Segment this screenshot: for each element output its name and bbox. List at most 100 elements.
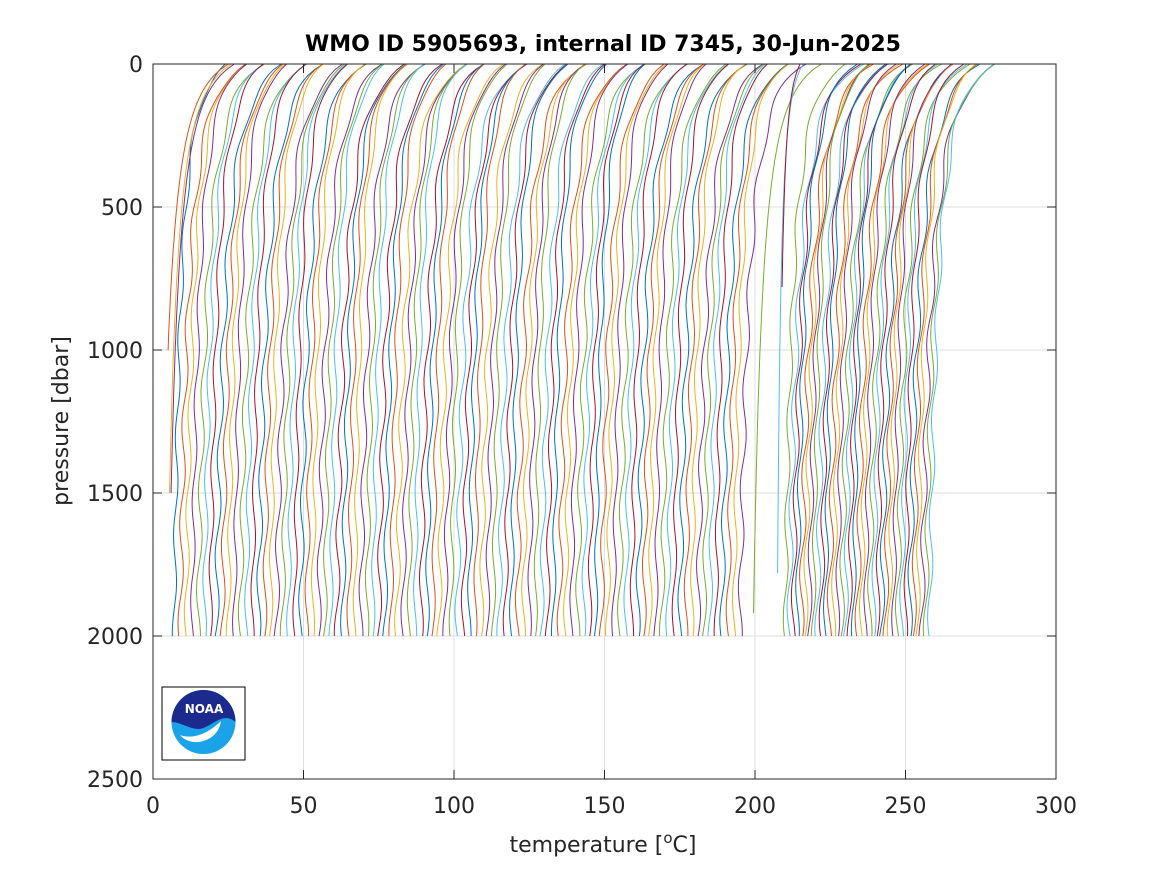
temperature-profile	[496, 63, 566, 636]
partial-temperature-profile	[169, 63, 232, 494]
temperature-profile	[786, 63, 865, 637]
temperature-profile	[237, 63, 307, 637]
temperature-profile	[388, 63, 447, 636]
partial-temperature-profile	[781, 63, 801, 288]
tick-labels: 0 50 100 150 200 250 300 0 500 1000 1500 2000 2500	[87, 53, 1077, 819]
x-axis-label-main: temperature [	[509, 833, 663, 858]
temperature-profile	[894, 63, 971, 637]
temperature-profile	[352, 63, 408, 637]
temperature-profile	[732, 63, 789, 637]
y-tick-label: 500	[101, 196, 143, 221]
temperature-profile	[310, 63, 366, 637]
temperature-profile	[219, 63, 284, 637]
y-tick-label: 1500	[87, 482, 143, 507]
temperature-profile	[843, 63, 912, 637]
partial-temperature-profile	[170, 63, 235, 494]
temperature-profile	[208, 63, 264, 637]
temperature-profile	[803, 63, 872, 637]
temperature-profile	[850, 63, 911, 637]
temperature-profile	[826, 63, 904, 637]
temperature-profile	[394, 63, 467, 637]
temperature-profile	[782, 63, 846, 637]
profile-lines	[167, 63, 996, 637]
temperature-profile	[521, 63, 587, 637]
temperature-profile	[268, 63, 324, 637]
temperature-profile	[604, 63, 667, 637]
temperature-profile	[364, 63, 425, 637]
temperature-profile	[713, 63, 768, 637]
temperature-profile	[867, 63, 942, 637]
temperature-profile	[875, 63, 936, 637]
temperature-profile	[502, 63, 568, 637]
temperature-profile	[690, 63, 746, 637]
temperature-profile	[431, 63, 485, 637]
temperature-profile	[262, 63, 324, 637]
temperature-profile	[927, 63, 995, 637]
temperature-profile	[190, 63, 248, 637]
temperature-profile	[214, 63, 282, 637]
x-tick-label: 0	[146, 794, 160, 819]
partial-temperature-profile	[753, 63, 822, 614]
temperature-profile	[202, 63, 264, 637]
temperature-profile	[702, 63, 765, 637]
x-axis-label-suffix: C]	[673, 833, 697, 858]
partial-temperature-profile	[167, 63, 229, 351]
temperature-profile	[244, 63, 307, 637]
temperature-profile	[822, 63, 886, 637]
temperature-profile	[891, 63, 952, 637]
temperature-profile	[653, 63, 707, 637]
temperature-profile	[807, 63, 870, 637]
temperature-profile	[581, 63, 645, 637]
y-axis-label: pressure [dbar]	[49, 336, 74, 506]
x-tick-label: 250	[885, 794, 927, 819]
temperature-profile	[298, 63, 367, 637]
logo-upper-shape	[171, 690, 236, 729]
temperature-profile	[539, 63, 604, 637]
axis-ticks	[152, 63, 1057, 780]
temperature-profile	[304, 63, 366, 637]
y-tick-label: 0	[129, 53, 143, 78]
temperature-profile	[575, 63, 646, 636]
x-tick-label: 100	[433, 794, 475, 819]
temperature-profile	[509, 63, 569, 637]
temperature-profile	[911, 63, 978, 637]
temperature-profile	[273, 63, 343, 637]
temperature-profile	[183, 63, 247, 637]
x-tick-label: 200	[734, 794, 776, 819]
temperature-profile	[854, 63, 930, 637]
temperature-profile	[635, 63, 705, 637]
x-tick-label: 50	[290, 794, 318, 819]
x-axis-label-superscript: o	[663, 829, 672, 847]
temperature-profile	[871, 63, 939, 637]
temperature-profile	[340, 63, 407, 637]
temperature-profile	[514, 63, 587, 637]
temperature-profile	[256, 63, 324, 637]
temperature-profile	[863, 63, 926, 637]
y-tick-label: 2000	[87, 625, 143, 650]
temperature-profile	[671, 63, 729, 637]
temperature-profile	[903, 63, 965, 637]
temperature-profile	[406, 63, 468, 637]
temperature-profile	[556, 63, 628, 637]
temperature-profile	[436, 63, 504, 637]
temperature-profile	[490, 63, 546, 637]
temperature-profile	[485, 63, 544, 637]
x-axis-label: temperature [oC]	[509, 829, 696, 858]
temperature-profile	[839, 63, 914, 637]
temperature-profile	[382, 63, 445, 637]
temperature-profile	[413, 63, 467, 637]
temperature-profile	[737, 63, 807, 636]
temperature-profile	[250, 63, 307, 637]
temperature-profile	[479, 63, 544, 637]
temperature-profile	[527, 63, 586, 637]
temperature-profile	[831, 63, 900, 637]
temperature-profile	[232, 63, 287, 637]
x-tick-label: 300	[1035, 794, 1077, 819]
temperature-profile	[707, 63, 766, 637]
temperature-profile	[658, 63, 727, 637]
temperature-profile	[846, 63, 912, 637]
temperature-profile	[195, 63, 265, 637]
temperature-profile	[377, 63, 443, 637]
temperature-profile	[569, 63, 629, 637]
